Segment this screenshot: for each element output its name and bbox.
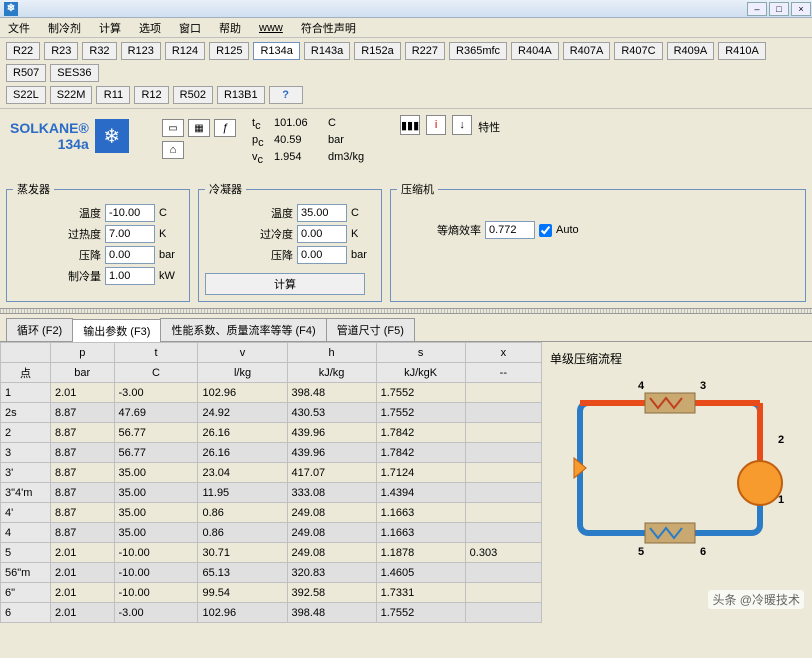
svg-text:5: 5 xyxy=(638,546,644,558)
svg-text:2: 2 xyxy=(778,434,784,446)
tab-output[interactable]: 输出参数 (F3) xyxy=(72,319,161,342)
cond-temp-input[interactable] xyxy=(297,204,347,222)
table-row[interactable]: 6"2.01-10.0099.54392.581.7331 xyxy=(1,583,542,603)
icon-down[interactable]: ↓ xyxy=(452,115,472,135)
compressor-group: 压缩机 等熵效率 Auto xyxy=(390,181,806,302)
table-row[interactable]: 28.8756.7726.16439.961.7842 xyxy=(1,423,542,443)
refrigerant-R32[interactable]: R32 xyxy=(82,42,116,60)
menu-window[interactable]: 窗口 xyxy=(175,18,205,38)
refrigerant-R407A[interactable]: R407A xyxy=(563,42,611,60)
tab-bar: 循环 (F2) 输出参数 (F3) 性能系数、质量流率等等 (F4) 管道尺寸 … xyxy=(0,314,812,342)
table-row[interactable]: 2s8.8747.6924.92430.531.7552 xyxy=(1,403,542,423)
table-row[interactable]: 48.8735.000.86249.081.1663 xyxy=(1,523,542,543)
table-row[interactable]: 56"m2.01-10.0065.13320.831.4605 xyxy=(1,563,542,583)
refrigerant-R143a[interactable]: R143a xyxy=(304,42,350,60)
evap-dp-input[interactable] xyxy=(105,246,155,264)
refrigerant-S22M[interactable]: S22M xyxy=(50,86,93,104)
refrigerant-R23[interactable]: R23 xyxy=(44,42,78,60)
menu-calc[interactable]: 计算 xyxy=(95,18,125,38)
tool-btn-3[interactable]: ƒ xyxy=(214,119,236,137)
menu-bar: 文件 制冷剂 计算 选项 窗口 帮助 www 符合性声明 xyxy=(0,18,812,38)
refrigerant-R227[interactable]: R227 xyxy=(405,42,445,60)
condenser-group: 冷凝器 温度C 过冷度K 压降bar 计算 xyxy=(198,181,382,302)
refrigerant-S22L[interactable]: S22L xyxy=(6,86,46,104)
tab-cop[interactable]: 性能系数、质量流率等等 (F4) xyxy=(160,318,326,341)
tool-btn-1[interactable]: ▭ xyxy=(162,119,184,137)
refrigerant-R502[interactable]: R502 xyxy=(173,86,213,104)
snowflake-icon: ❄ xyxy=(95,119,129,153)
table-row[interactable]: 4'8.8735.000.86249.081.1663 xyxy=(1,503,542,523)
table-row[interactable]: 3'8.8735.0023.04417.071.7124 xyxy=(1,463,542,483)
efficiency-label: 等熵效率 xyxy=(437,222,481,238)
refrigerant-R404A[interactable]: R404A xyxy=(511,42,559,60)
refrigerant-R507[interactable]: R507 xyxy=(6,64,46,82)
icon-info[interactable]: i xyxy=(426,115,446,135)
refrigerant-R124[interactable]: R124 xyxy=(165,42,205,60)
help-button[interactable]: ? xyxy=(269,86,303,104)
brand-sub: 134a xyxy=(10,136,89,152)
refrigerant-R11[interactable]: R11 xyxy=(96,86,130,104)
refrigerant-R409A[interactable]: R409A xyxy=(667,42,715,60)
icon-bottles[interactable]: ▮▮▮ xyxy=(400,115,420,135)
refrigerant-SES36[interactable]: SES36 xyxy=(50,64,98,82)
app-icon: ❄ xyxy=(4,2,18,16)
tab-pipe[interactable]: 管道尺寸 (F5) xyxy=(326,318,415,341)
auto-checkbox[interactable] xyxy=(539,224,552,237)
refrigerant-R365mfc[interactable]: R365mfc xyxy=(449,42,507,60)
close-button[interactable]: × xyxy=(791,2,811,16)
menu-www[interactable]: www xyxy=(255,20,287,36)
cond-dp-input[interactable] xyxy=(297,246,347,264)
svg-text:1: 1 xyxy=(778,494,784,506)
refrigerant-R410A[interactable]: R410A xyxy=(718,42,766,60)
diagram-title: 单级压缩流程 xyxy=(550,350,804,367)
table-row[interactable]: 52.01-10.0030.71249.081.18780.303 xyxy=(1,543,542,563)
properties-label: 特性 xyxy=(478,115,500,135)
efficiency-input[interactable] xyxy=(485,221,535,239)
svg-text:3: 3 xyxy=(700,380,706,392)
menu-compliance[interactable]: 符合性声明 xyxy=(297,18,360,38)
maximize-button[interactable]: □ xyxy=(769,2,789,16)
evaporator-group: 蒸发器 温度C 过热度K 压降bar 制冷量kW xyxy=(6,181,190,302)
evap-temp-input[interactable] xyxy=(105,204,155,222)
compressor-legend: 压缩机 xyxy=(397,181,438,197)
cycle-diagram: 4 3 2 1 5 6 xyxy=(550,373,790,573)
table-row[interactable]: 3"4'm8.8735.0011.95333.081.4394 xyxy=(1,483,542,503)
auto-label: Auto xyxy=(556,224,579,236)
watermark: 头条 @冷暖技术 xyxy=(708,590,804,609)
refrigerant-R134a[interactable]: R134a xyxy=(253,42,299,60)
output-table: ptvhsx 点barCl/kgkJ/kgkJ/kgK-- 12.01-3.00… xyxy=(0,342,542,623)
tool-btn-4[interactable]: ⌂ xyxy=(162,141,184,159)
refrigerant-R123[interactable]: R123 xyxy=(121,42,161,60)
refrigerant-R125[interactable]: R125 xyxy=(209,42,249,60)
svg-text:6: 6 xyxy=(700,546,706,558)
refrigerant-R407C[interactable]: R407C xyxy=(614,42,662,60)
evap-capacity-input[interactable] xyxy=(105,267,155,285)
menu-help[interactable]: 帮助 xyxy=(215,18,245,38)
menu-options[interactable]: 选项 xyxy=(135,18,165,38)
table-row[interactable]: 12.01-3.00102.96398.481.7552 xyxy=(1,383,542,403)
table-row[interactable]: 38.8756.7726.16439.961.7842 xyxy=(1,443,542,463)
refrigerant-toolbar: R22R23R32 R123R124R125R134a R143aR152a R227… xyxy=(0,38,812,109)
tab-cycle[interactable]: 循环 (F2) xyxy=(6,318,73,341)
condenser-legend: 冷凝器 xyxy=(205,181,246,197)
refrigerant-R152a[interactable]: R152a xyxy=(354,42,400,60)
minimize-button[interactable]: – xyxy=(747,2,767,16)
calculate-button[interactable]: 计算 xyxy=(205,273,365,295)
refrigerant-R13B1[interactable]: R13B1 xyxy=(217,86,265,104)
menu-file[interactable]: 文件 xyxy=(4,18,34,38)
tool-btn-2[interactable]: ▦ xyxy=(188,119,210,137)
menu-refrigerant[interactable]: 制冷剂 xyxy=(44,18,85,38)
evaporator-legend: 蒸发器 xyxy=(13,181,54,197)
svg-text:4: 4 xyxy=(638,380,645,392)
refrigerant-R12[interactable]: R12 xyxy=(134,86,168,104)
evap-superheat-input[interactable] xyxy=(105,225,155,243)
cond-subcool-input[interactable] xyxy=(297,225,347,243)
refrigerant-R22[interactable]: R22 xyxy=(6,42,40,60)
brand-name: SOLKANE® xyxy=(10,120,89,136)
